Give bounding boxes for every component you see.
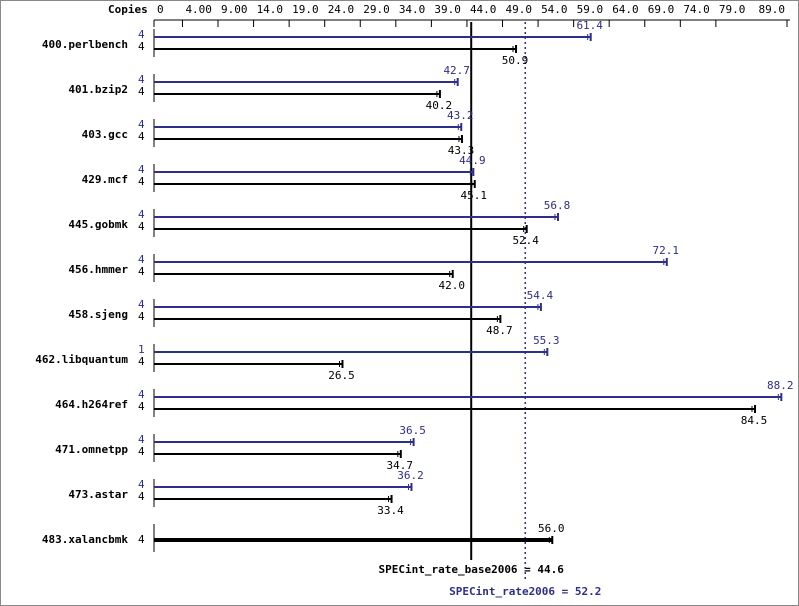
value-label: 61.4 bbox=[576, 19, 603, 32]
value-label: 34.7 bbox=[387, 459, 414, 472]
value-label: 56.0 bbox=[538, 522, 565, 535]
value-label: 72.1 bbox=[653, 244, 680, 257]
copies-label: 4 bbox=[138, 298, 145, 311]
value-label: 43.3 bbox=[448, 144, 475, 157]
benchmark-label: 429.mcf bbox=[82, 173, 128, 186]
value-label: 45.1 bbox=[461, 189, 488, 202]
benchmark-label: 462.libquantum bbox=[35, 353, 128, 366]
copies-label: 4 bbox=[138, 163, 145, 176]
x-tick-label: 59.0 bbox=[577, 3, 604, 16]
benchmark-label: 458.sjeng bbox=[68, 308, 128, 321]
x-tick-label: 34.0 bbox=[399, 3, 426, 16]
value-label: 42.0 bbox=[438, 279, 465, 292]
x-tick-label: 44.0 bbox=[470, 3, 497, 16]
x-tick-label: 19.0 bbox=[292, 3, 319, 16]
value-label: 44.9 bbox=[459, 154, 486, 167]
benchmark-label: 400.perlbench bbox=[42, 38, 128, 51]
copies-label: 4 bbox=[138, 478, 145, 491]
benchmark-label: 471.omnetpp bbox=[55, 443, 128, 456]
benchmark-label: 445.gobmk bbox=[68, 218, 128, 231]
copies-label: 4 bbox=[138, 85, 145, 98]
copies-label: 4 bbox=[138, 310, 145, 323]
copies-label: 4 bbox=[138, 208, 145, 221]
benchmark-label: 464.h264ref bbox=[55, 398, 128, 411]
value-label: 56.8 bbox=[544, 199, 571, 212]
x-tick-label: 74.0 bbox=[683, 3, 710, 16]
copies-label: 4 bbox=[138, 490, 145, 503]
copies-label: 4 bbox=[138, 253, 145, 266]
value-label: 84.5 bbox=[741, 414, 768, 427]
x-tick-label: 54.0 bbox=[541, 3, 568, 16]
value-label: 52.4 bbox=[512, 234, 539, 247]
copies-label: 4 bbox=[138, 130, 145, 143]
copies-label: 1 bbox=[138, 343, 145, 356]
copies-label: 4 bbox=[138, 73, 145, 86]
value-label: 36.5 bbox=[399, 424, 426, 437]
copies-label: 4 bbox=[138, 533, 145, 546]
value-label: 40.2 bbox=[426, 99, 453, 112]
x-tick-label: 4.00 bbox=[185, 3, 212, 16]
value-label: 43.2 bbox=[447, 109, 474, 122]
copies-label: 4 bbox=[138, 40, 145, 53]
copies-label: 4 bbox=[138, 118, 145, 131]
x-tick-label: 69.0 bbox=[648, 3, 675, 16]
value-label: 26.5 bbox=[328, 369, 355, 382]
value-label: 55.3 bbox=[533, 334, 560, 347]
value-label: 42.7 bbox=[443, 64, 470, 77]
benchmark-label: 403.gcc bbox=[82, 128, 128, 141]
x-tick-label: 0 bbox=[157, 3, 164, 16]
x-tick-label: 79.0 bbox=[719, 3, 746, 16]
value-label: 50.9 bbox=[502, 54, 529, 67]
x-tick-label: 9.00 bbox=[221, 3, 248, 16]
value-label: 88.2 bbox=[767, 379, 794, 392]
copies-header: Copies bbox=[108, 3, 148, 16]
copies-label: 4 bbox=[138, 220, 145, 233]
reference-label: SPECint_rate_base2006 = 44.6 bbox=[378, 563, 564, 576]
benchmark-label: 473.astar bbox=[68, 488, 128, 501]
value-label: 54.4 bbox=[527, 289, 554, 302]
reference-label: SPECint_rate2006 = 52.2 bbox=[449, 585, 601, 598]
benchmark-label: 456.hmmer bbox=[68, 263, 128, 276]
x-tick-label: 39.0 bbox=[434, 3, 461, 16]
copies-label: 4 bbox=[138, 28, 145, 41]
benchmark-label: 401.bzip2 bbox=[68, 83, 128, 96]
x-tick-label: 24.0 bbox=[328, 3, 355, 16]
copies-label: 4 bbox=[138, 175, 145, 188]
copies-label: 4 bbox=[138, 355, 145, 368]
x-tick-label: 64.0 bbox=[612, 3, 639, 16]
x-tick-label: 89.0 bbox=[759, 3, 786, 16]
benchmark-label: 483.xalancbmk bbox=[42, 533, 128, 546]
copies-label: 4 bbox=[138, 445, 145, 458]
copies-label: 4 bbox=[138, 388, 145, 401]
value-label: 33.4 bbox=[377, 504, 404, 517]
copies-label: 4 bbox=[138, 433, 145, 446]
x-tick-label: 29.0 bbox=[363, 3, 390, 16]
copies-label: 4 bbox=[138, 400, 145, 413]
copies-label: 4 bbox=[138, 265, 145, 278]
value-label: 48.7 bbox=[486, 324, 513, 337]
x-tick-label: 49.0 bbox=[506, 3, 533, 16]
value-label: 36.2 bbox=[397, 469, 424, 482]
x-tick-label: 14.0 bbox=[257, 3, 284, 16]
